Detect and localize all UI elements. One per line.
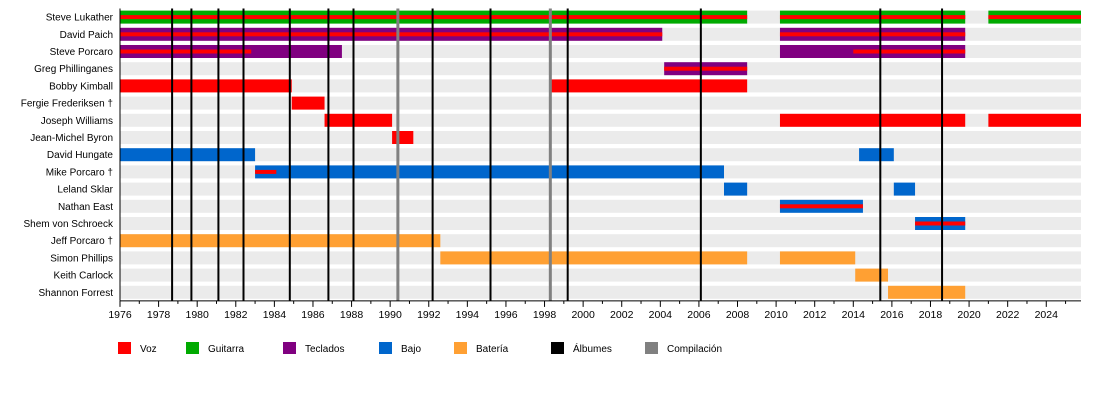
x-tick-label: 2012 xyxy=(803,309,827,321)
legend-label: Teclados xyxy=(305,344,344,355)
member-label: Fergie Frederiksen † xyxy=(21,99,113,110)
legend: Voz Guitarra Teclados Bajo Batería Álbumes Com… xyxy=(118,342,722,355)
row-stripe xyxy=(120,148,1081,162)
x-tick-label: 2018 xyxy=(919,309,943,321)
row-stripe xyxy=(120,131,1081,144)
row-stripe xyxy=(120,217,1081,230)
x-tick-label: 1996 xyxy=(494,309,518,321)
member-label: Steve Porcaro xyxy=(50,47,114,58)
x-tick-label: 2014 xyxy=(842,309,866,321)
bar-overlay-voz xyxy=(988,15,1081,20)
row-stripe xyxy=(120,62,1081,76)
bar-voz xyxy=(324,113,393,127)
bar-overlay-voz xyxy=(915,221,966,226)
row-stripe xyxy=(120,182,1081,196)
x-tick-label: 2008 xyxy=(726,309,750,321)
bar-batería xyxy=(120,234,441,248)
legend-label: Batería xyxy=(476,344,509,355)
bar-overlay-voz xyxy=(120,32,663,37)
member-label: Mike Porcaro † xyxy=(46,167,113,178)
member-label: Bobby Kimball xyxy=(49,81,113,92)
bar-batería xyxy=(779,251,856,265)
bar-overlay-voz xyxy=(255,169,277,174)
x-tick-label: 1986 xyxy=(301,309,325,321)
x-tick-label: 2020 xyxy=(957,309,981,321)
bar-bajo xyxy=(724,182,748,196)
x-tick-label: 2022 xyxy=(996,309,1020,321)
x-tick-label: 1998 xyxy=(533,309,557,321)
legend-swatch xyxy=(283,342,296,354)
bar-voz xyxy=(988,113,1081,127)
member-label: Greg Phillinganes xyxy=(34,64,113,75)
member-label: Leland Sklar xyxy=(57,185,113,196)
bar-overlay-voz xyxy=(779,15,966,20)
row-stripe xyxy=(120,96,1081,110)
legend-swatch xyxy=(379,342,392,354)
legend-label: Álbumes xyxy=(573,342,612,355)
member-label: Steve Lukather xyxy=(46,13,114,24)
bar-voz xyxy=(291,96,325,110)
bar-bajo xyxy=(859,148,894,162)
x-tick-label: 1982 xyxy=(224,309,248,321)
bar-voz xyxy=(392,131,414,144)
x-tick-label: 1980 xyxy=(186,309,210,321)
member-label: Jeff Porcaro † xyxy=(51,236,113,247)
bar-batería xyxy=(888,285,966,299)
member-label: David Paich xyxy=(60,30,113,41)
legend-swatch xyxy=(454,342,467,354)
x-tick-label: 1984 xyxy=(263,309,287,321)
bar-overlay-voz xyxy=(120,49,252,54)
bar-overlay-voz xyxy=(779,204,863,209)
legend-label: Guitarra xyxy=(208,344,245,355)
member-label: Simon Phillips xyxy=(50,253,113,264)
member-label: Keith Carlock xyxy=(54,271,114,282)
bar-overlay-voz xyxy=(853,49,966,54)
x-tick-label: 1976 xyxy=(108,309,132,321)
x-tick-label: 2024 xyxy=(1035,309,1059,321)
member-label: Jean-Michel Byron xyxy=(30,133,113,144)
x-tick-label: 1978 xyxy=(147,309,171,321)
x-tick-label: 2000 xyxy=(571,309,595,321)
x-tick-label: 2016 xyxy=(880,309,904,321)
legend-swatch xyxy=(551,342,564,354)
bar-overlay-voz xyxy=(664,66,748,71)
x-tick-label: 2002 xyxy=(610,309,634,321)
legend-label: Voz xyxy=(140,344,157,355)
x-tick-label: 1990 xyxy=(378,309,402,321)
bar-bajo xyxy=(893,182,916,196)
bar-batería xyxy=(440,251,748,265)
row-stripe xyxy=(120,285,1081,299)
x-tick-label: 1992 xyxy=(417,309,441,321)
bar-voz xyxy=(779,113,966,127)
member-label: Shem von Schroeck xyxy=(24,219,114,230)
bar-voz xyxy=(120,79,292,93)
x-tick-label: 2010 xyxy=(764,309,788,321)
x-axis: 1976 1978 1980 1982 1984 1986 1988 1990 1992 1994… xyxy=(108,8,1081,321)
member-labels: Steve Lukather David Paich Steve Porcaro Gr… xyxy=(21,13,114,299)
x-tick-label: 1994 xyxy=(456,309,480,321)
legend-swatch xyxy=(645,342,658,354)
legend-swatch xyxy=(118,342,131,354)
x-tick-label: 1988 xyxy=(340,309,364,321)
member-label: David Hungate xyxy=(47,150,114,161)
legend-swatch xyxy=(186,342,199,354)
x-tick-label: 2006 xyxy=(687,309,711,321)
member-label: Joseph Williams xyxy=(41,116,113,127)
row-stripe xyxy=(120,199,1081,213)
event-lines xyxy=(171,8,944,301)
member-label: Shannon Forrest xyxy=(39,288,114,299)
bar-batería xyxy=(855,268,889,282)
legend-label: Compilación xyxy=(667,344,722,355)
x-tick-label: 2004 xyxy=(649,309,673,321)
row-stripe xyxy=(120,268,1081,282)
bar-voz xyxy=(550,79,748,93)
member-label: Nathan East xyxy=(58,202,113,213)
legend-label: Bajo xyxy=(401,344,421,355)
bar-bajo xyxy=(120,148,256,162)
bar-overlay-voz xyxy=(779,32,966,37)
